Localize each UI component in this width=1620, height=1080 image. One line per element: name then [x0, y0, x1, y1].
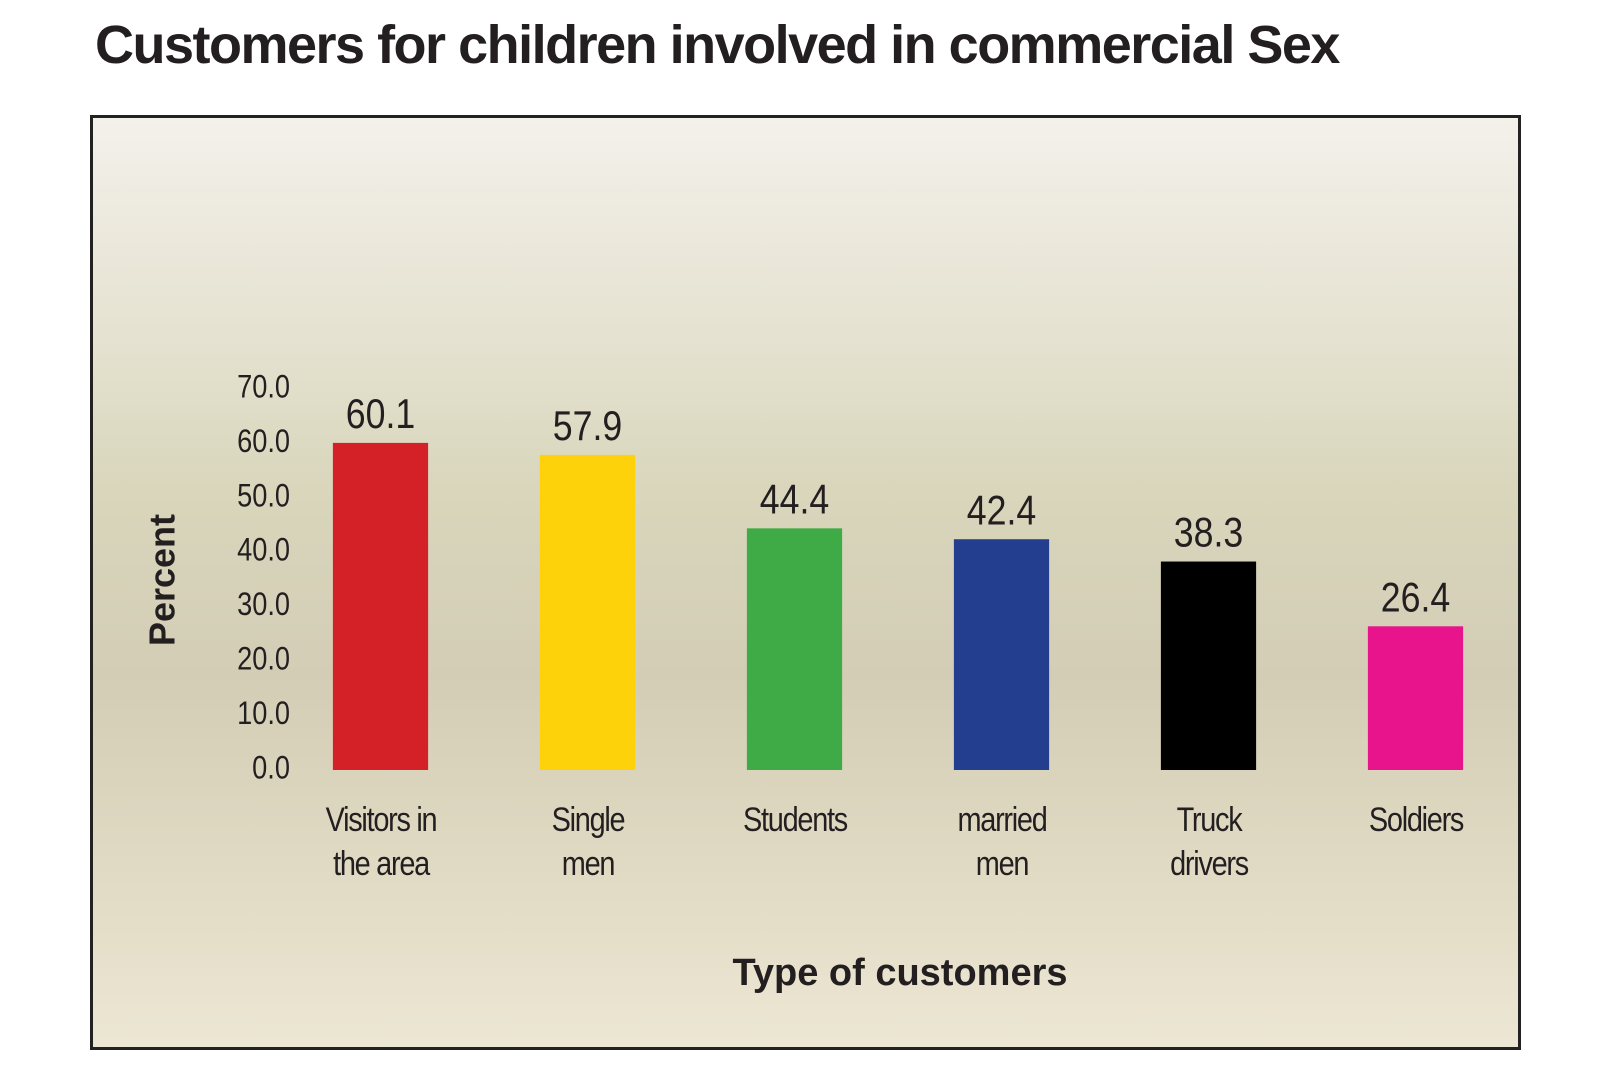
x-tick-label: Visitors in the area	[325, 801, 437, 883]
y-tick-label: 50.0	[237, 478, 290, 514]
y-tick-label: 20.0	[237, 642, 290, 678]
bar	[953, 539, 1050, 770]
x-tick-label: Students	[742, 801, 848, 839]
y-tick-label: 40.0	[237, 533, 290, 569]
value-label: 60.1	[346, 391, 415, 437]
value-label: 26.4	[1381, 575, 1450, 621]
x-tick-label: Single men	[551, 801, 625, 883]
y-tick-label: 70.0	[237, 369, 290, 405]
value-label: 42.4	[967, 488, 1036, 534]
value-label: 44.4	[760, 477, 829, 523]
chart-title: Customers for children involved in comme…	[95, 15, 1340, 75]
x-tick-label: Soldiers	[1368, 801, 1463, 839]
x-tick-label: Truck drivers	[1169, 801, 1249, 883]
x-tick-label: married men	[956, 801, 1047, 883]
bar	[1367, 626, 1464, 770]
bar	[332, 442, 429, 770]
y-tick-label: 60.0	[237, 424, 290, 460]
value-label: 57.9	[553, 403, 622, 449]
y-axis-label: Percent	[142, 514, 183, 646]
value-label: 38.3	[1174, 510, 1243, 556]
x-axis-label: Type of customers	[732, 952, 1067, 994]
y-tick-label: 0.0	[252, 750, 290, 786]
bar	[1160, 561, 1257, 770]
bar	[539, 454, 636, 770]
y-tick-label: 10.0	[237, 696, 290, 732]
y-tick-label: 30.0	[237, 587, 290, 623]
bar	[746, 528, 843, 770]
